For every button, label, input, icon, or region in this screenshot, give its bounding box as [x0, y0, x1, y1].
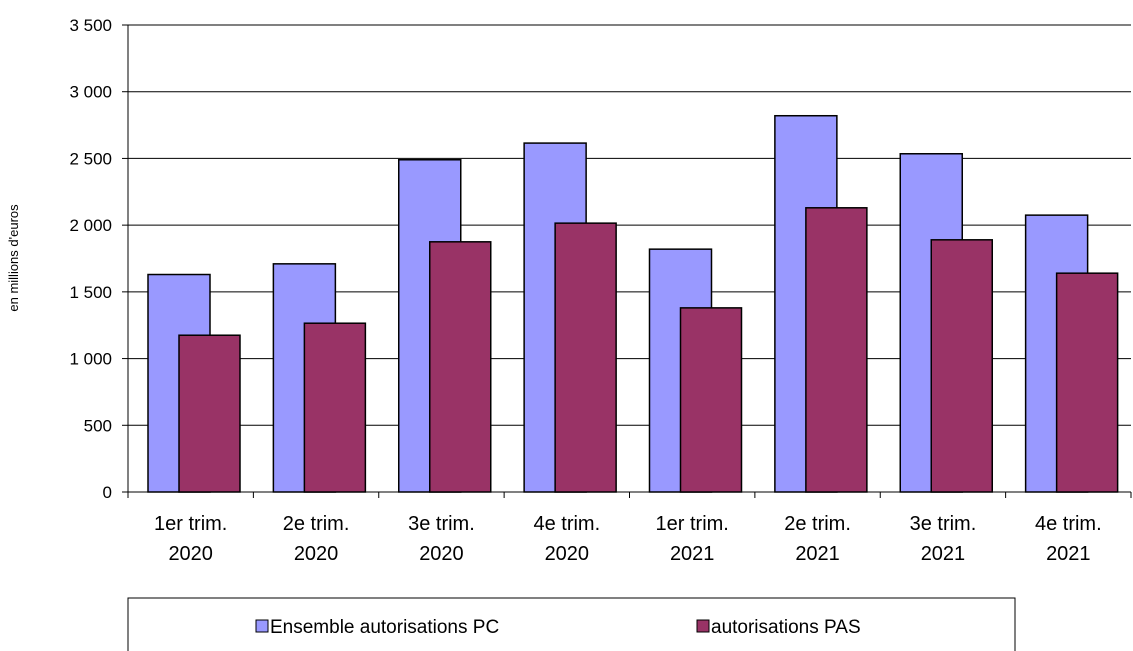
y-tick-label: 3 500 — [69, 16, 112, 35]
bar — [805, 207, 868, 493]
y-axis-label: en millions d'euros — [6, 204, 21, 312]
y-tick-label: 1 000 — [69, 350, 112, 369]
y-tick-label: 0 — [103, 483, 112, 502]
y-tick-label: 3 000 — [69, 83, 112, 102]
x-tick-label: 2e trim. 2020 — [283, 513, 350, 565]
bar — [178, 334, 241, 493]
x-tick-label: 1er trim. 2020 — [154, 513, 227, 565]
legend-label: autorisations PAS — [711, 617, 861, 638]
legend-swatch — [255, 619, 269, 633]
bar — [930, 239, 993, 493]
x-tick-label: 4e trim. 2020 — [533, 513, 600, 565]
bar — [554, 222, 617, 493]
legend-swatch — [696, 619, 710, 633]
y-tick-label: 2 500 — [69, 149, 112, 168]
legend-label: Ensemble autorisations PC — [270, 617, 499, 638]
y-tick-label: 500 — [84, 416, 112, 435]
x-tick-label: 3e trim. 2020 — [408, 513, 475, 565]
x-tick-label: 2e trim. 2021 — [784, 513, 851, 565]
legend-box — [127, 597, 1016, 651]
bar — [303, 322, 367, 493]
bar — [679, 307, 743, 493]
x-tick-label: 4e trim. 2021 — [1035, 513, 1102, 565]
bar — [1055, 272, 1119, 493]
y-tick-label: 2 000 — [69, 216, 112, 235]
bar — [429, 241, 492, 493]
x-tick-label: 3e trim. 2021 — [910, 513, 977, 565]
y-tick-label: 1 500 — [69, 283, 112, 302]
x-tick-label: 1er trim. 2021 — [656, 513, 729, 565]
